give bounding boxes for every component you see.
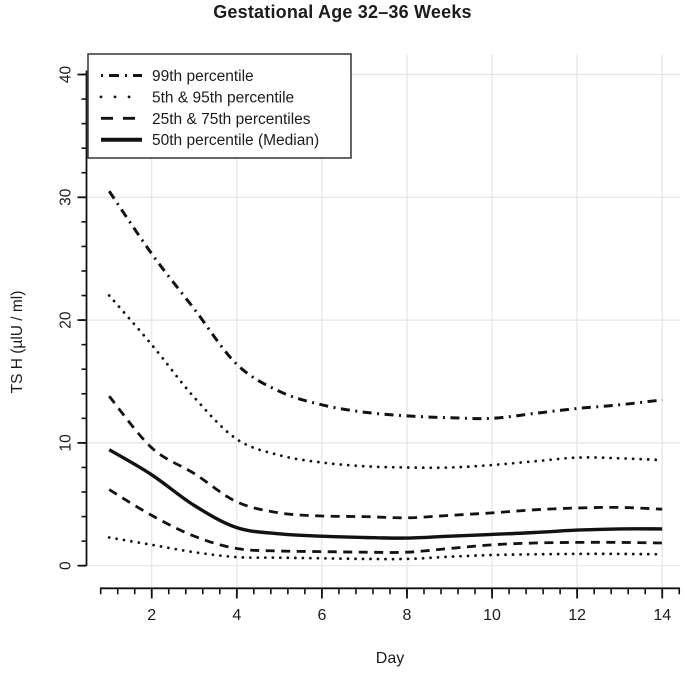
y-axis-tick-label: 10 bbox=[58, 434, 75, 452]
curve-5th-percentile bbox=[107, 536, 664, 561]
legend-label: 5th & 95th percentile bbox=[152, 89, 294, 106]
y-axis-tick-label: 0 bbox=[58, 561, 75, 570]
y-axis-tick-label: 40 bbox=[58, 66, 75, 84]
x-axis-tick-label: 10 bbox=[483, 607, 501, 624]
legend-label: 50th percentile (Median) bbox=[152, 132, 319, 149]
chart-title: Gestational Age 32–36 Weeks bbox=[213, 2, 472, 22]
curve-50th-percentile-median bbox=[108, 448, 663, 540]
curve-75th-percentile bbox=[108, 395, 663, 520]
x-axis-tick-label: 2 bbox=[147, 607, 156, 624]
legend-label: 99th percentile bbox=[152, 68, 254, 85]
y-axis-tick-label: 20 bbox=[58, 311, 75, 329]
x-axis-title: Day bbox=[375, 650, 405, 667]
curve-25th-percentile bbox=[108, 488, 663, 554]
x-axis-tick-label: 4 bbox=[232, 607, 241, 624]
x-axis-tick-label: 14 bbox=[653, 607, 671, 624]
x-axis-tick-label: 6 bbox=[317, 607, 326, 624]
legend-label: 25th & 75th percentiles bbox=[152, 111, 311, 128]
curve-99th-percentile bbox=[107, 190, 663, 421]
curve-95th-percentile bbox=[107, 294, 664, 470]
x-axis-tick-label: 8 bbox=[403, 607, 412, 624]
y-axis-tick-label: 30 bbox=[58, 188, 75, 206]
x-axis-tick-label: 12 bbox=[568, 607, 586, 624]
